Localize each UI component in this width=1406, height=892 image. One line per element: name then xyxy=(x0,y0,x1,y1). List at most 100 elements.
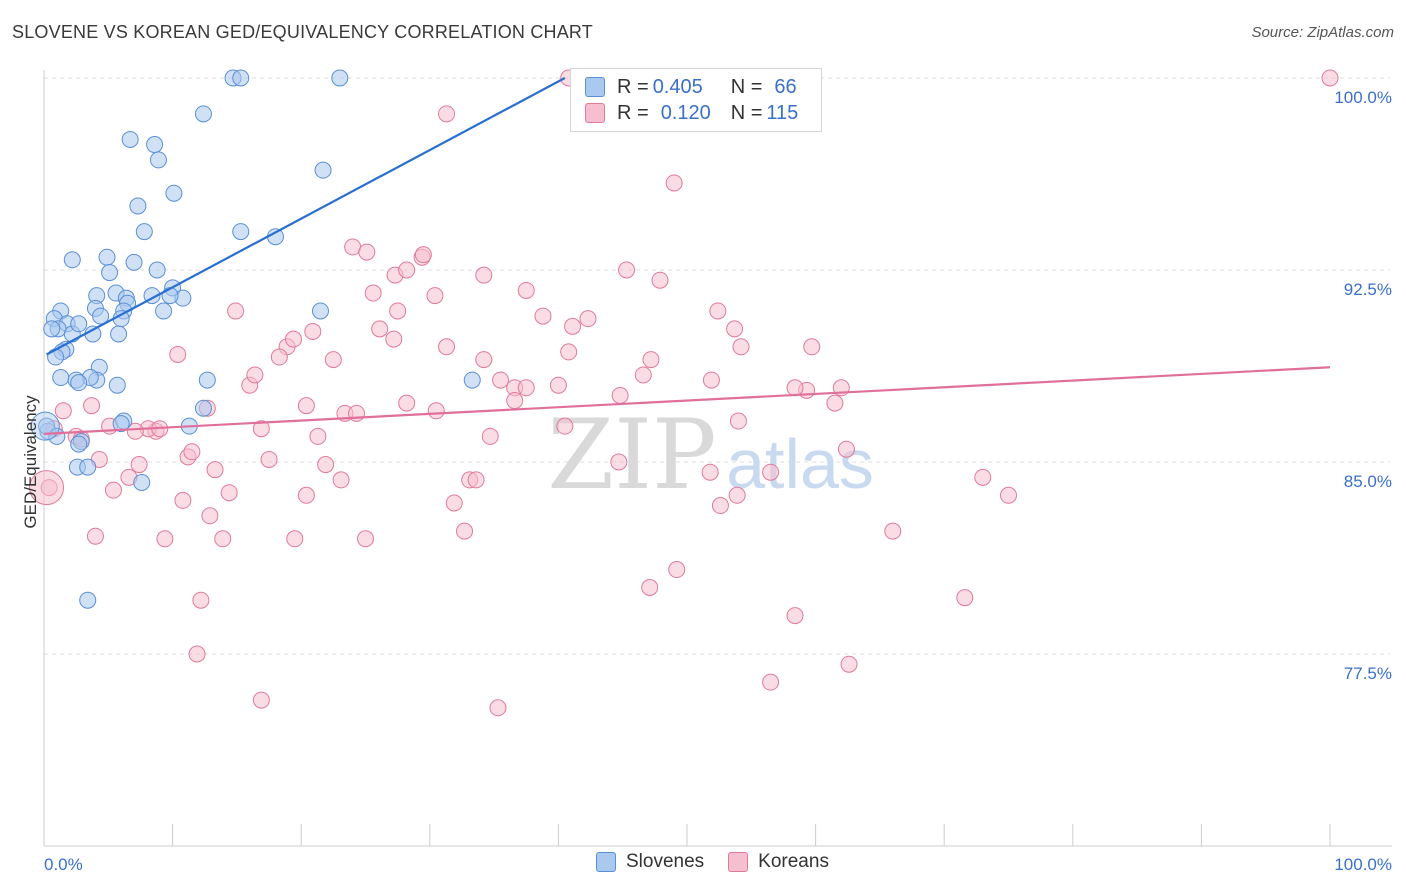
korean-point xyxy=(297,397,315,415)
watermark-zip: ZIP xyxy=(547,399,716,511)
tick-labels: 77.5% 85.0% 92.5% 100.0% 0.0% 100.0% xyxy=(44,88,1392,874)
korean-point xyxy=(309,427,327,445)
korean-point xyxy=(489,699,507,717)
korean-point xyxy=(884,522,902,540)
korean-point xyxy=(610,453,628,471)
korean-point xyxy=(517,379,535,397)
korean-point xyxy=(481,427,499,445)
slovene-point xyxy=(148,261,166,279)
r-value: 0.405 xyxy=(652,75,703,98)
source-label: Source: ZipAtlas.com xyxy=(1251,24,1394,41)
slovene-point xyxy=(198,371,216,389)
y-tick-label: 77.5% xyxy=(1344,664,1392,683)
slovene-point xyxy=(63,251,81,269)
korean-point xyxy=(389,302,407,320)
korean-point xyxy=(385,330,403,348)
slovene-point xyxy=(101,264,119,282)
legend-row-slovenes: R = 0.405 N = 66 xyxy=(585,75,797,99)
gridlines xyxy=(44,77,1390,655)
korean-point xyxy=(475,351,493,369)
n-label: N = xyxy=(730,101,763,124)
korean-point xyxy=(252,420,270,438)
legend-label: Slovenes xyxy=(626,851,705,872)
korean-point xyxy=(398,394,416,412)
slovene-point xyxy=(311,302,329,320)
korean-point xyxy=(786,379,804,397)
korean-point xyxy=(192,591,210,609)
legend-item-slovenes: Slovenes xyxy=(596,851,704,873)
korean-point xyxy=(83,397,101,415)
korean-point xyxy=(156,530,174,548)
slovene-point xyxy=(79,458,97,476)
korean-point xyxy=(86,527,104,545)
korean-point xyxy=(445,494,463,512)
blue-swatch xyxy=(596,852,616,872)
koreans-points xyxy=(29,69,1339,717)
correlation-legend: R = 0.405 N = 66 R = 0.120 N = 115 xyxy=(570,68,822,132)
korean-point xyxy=(701,463,719,481)
slovene-point xyxy=(70,315,88,333)
korean-point xyxy=(634,366,652,384)
korean-point xyxy=(332,471,350,489)
korean-point xyxy=(297,486,315,504)
trend-lines xyxy=(43,77,1331,435)
y-tick-label: 85.0% xyxy=(1344,472,1392,491)
korean-point-large xyxy=(29,470,65,506)
korean-point xyxy=(220,484,238,502)
korean-point xyxy=(956,589,974,607)
slovene-point xyxy=(70,374,88,392)
slovene-point xyxy=(112,415,130,433)
slovene-point xyxy=(135,223,153,241)
korean-point xyxy=(641,578,659,596)
korean-point xyxy=(506,392,524,410)
korean-point xyxy=(762,673,780,691)
slovene-point xyxy=(155,302,173,320)
korean-point xyxy=(284,330,302,348)
korean-point xyxy=(651,271,669,289)
x-tick-label: 100.0% xyxy=(1334,855,1392,874)
x-tick-label: 0.0% xyxy=(44,855,83,874)
korean-point xyxy=(702,371,720,389)
n-value: 66 xyxy=(774,75,797,98)
y-tick-label: 100.0% xyxy=(1334,88,1392,107)
korean-point xyxy=(252,691,270,709)
slovene-point xyxy=(194,105,212,123)
slovene-point xyxy=(125,253,143,271)
korean-point xyxy=(414,246,432,264)
korean-point xyxy=(174,491,192,509)
korean-point xyxy=(260,450,278,468)
korean-point xyxy=(1000,486,1017,504)
korean-point xyxy=(398,261,416,279)
n-label: N = xyxy=(730,75,763,98)
legend-label: Koreans xyxy=(758,851,829,872)
legend-item-koreans: Koreans xyxy=(728,851,829,873)
korean-point xyxy=(324,351,342,369)
korean-point xyxy=(270,348,288,366)
korean-point xyxy=(668,561,686,579)
korean-point xyxy=(732,338,750,356)
slovene-point xyxy=(43,320,61,338)
slovene-point xyxy=(146,136,164,154)
korean-point xyxy=(728,486,746,504)
korean-point xyxy=(840,655,858,673)
slovene-point xyxy=(133,473,151,491)
korean-point xyxy=(364,284,382,302)
korean-point xyxy=(618,261,636,279)
korean-point xyxy=(665,174,683,192)
korean-point xyxy=(426,287,444,305)
slovene-point xyxy=(331,69,349,87)
r-value: 0.120 xyxy=(660,101,711,124)
korean-point xyxy=(438,338,456,356)
korean-point xyxy=(729,412,747,430)
korean-point xyxy=(456,522,474,540)
slovene-point xyxy=(161,287,179,305)
r-label: R = xyxy=(617,75,649,98)
slovene-point xyxy=(108,376,126,394)
korean-point xyxy=(201,507,219,525)
korean-point xyxy=(974,468,992,486)
korean-point xyxy=(762,463,780,481)
legend-row-koreans: R = 0.120 N = 115 xyxy=(585,101,798,125)
korean-point xyxy=(126,422,144,440)
korean-point xyxy=(188,645,206,663)
